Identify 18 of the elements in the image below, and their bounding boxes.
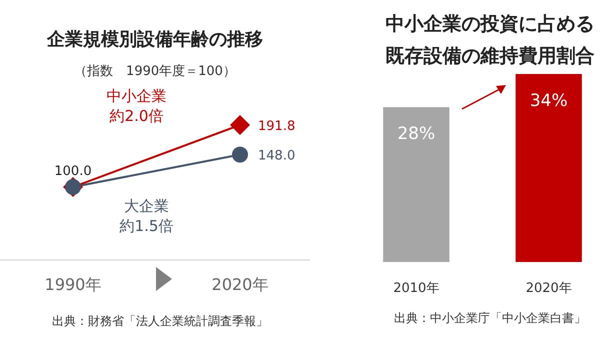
series-label: 大企業 [124, 196, 169, 215]
chart-title: 中小企業の投資に占める既存設備の維持費用割合 [386, 13, 594, 67]
data-label: 191.8 [258, 119, 296, 134]
text: 約1.5倍 [120, 216, 174, 235]
text: 中小企業 [106, 87, 166, 105]
chart-title: 企業規模別設備年齢の推移 [46, 29, 263, 50]
data-label: 148.0 [258, 148, 296, 164]
source-note: 出典：財務省「法人企業統計調査季報」 [52, 314, 268, 328]
source-note: 出典：中小企業庁「中小企業白書」 [394, 311, 586, 325]
chart-subtitle: （指数 1990年度＝100） [74, 63, 236, 79]
data-label: 100.0 [54, 164, 92, 179]
annotation: 約2.0倍 [110, 107, 164, 125]
x-tick-label: 2020年 [212, 275, 268, 294]
data-label: 34% [530, 91, 568, 111]
data-label: 28% [397, 124, 436, 144]
x-tick-label: 1990年 [44, 275, 102, 294]
x-tick-label: 2010年 [393, 281, 440, 296]
x-tick-label: 2020年 [526, 281, 572, 296]
